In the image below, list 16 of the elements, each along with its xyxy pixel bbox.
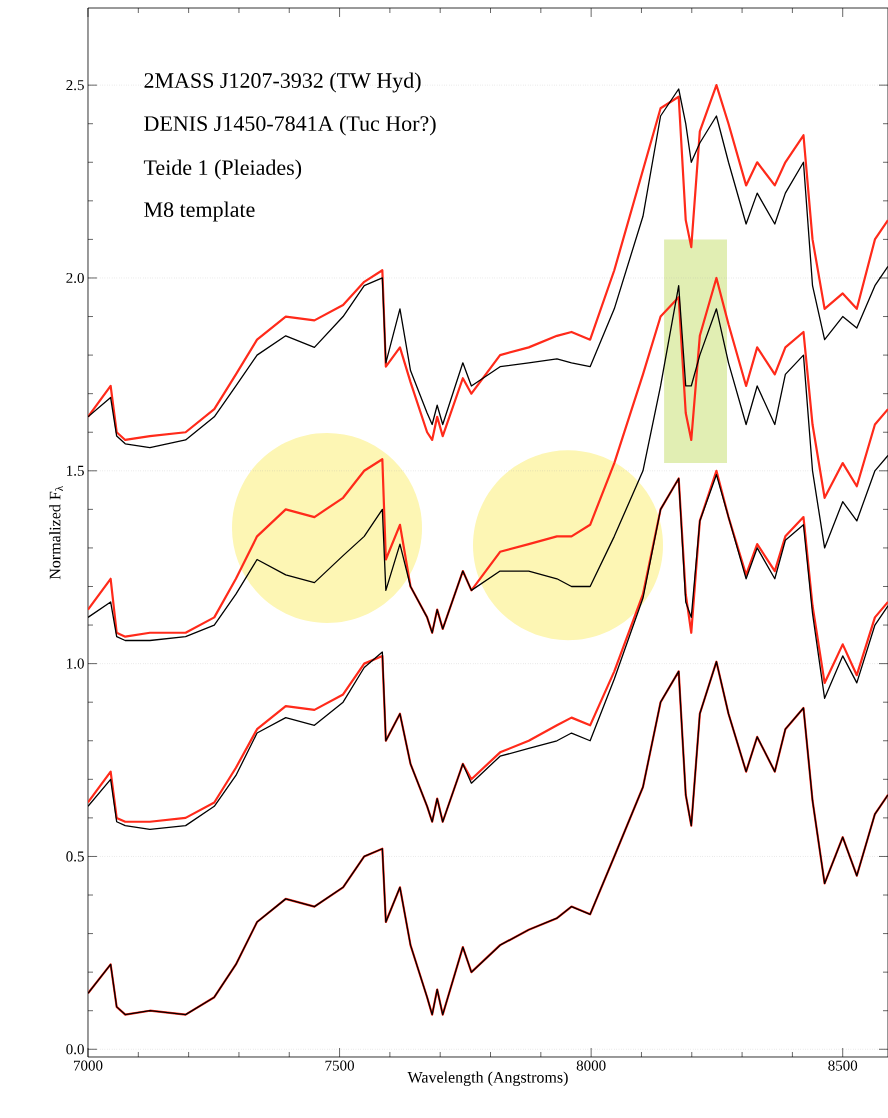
x-tick-label: 7500 — [325, 1060, 354, 1071]
y-tick-label: 2.0 — [66, 272, 84, 284]
y-tick-label: 1.5 — [66, 465, 84, 476]
x-tick-label: 8500 — [828, 1060, 857, 1071]
x-tick-label: 8000 — [576, 1060, 606, 1071]
y-tick-label: 0.0 — [66, 1044, 84, 1055]
annotation: 2MASS J1207-3932 (TW Hyd) — [144, 72, 421, 93]
annotation: DENIS J1450-7841A (Tuc Hor?) — [143, 115, 436, 136]
y-tick-label: 1.0 — [66, 658, 84, 669]
x-axis-title: Wavelength (Angstroms) — [407, 1071, 568, 1087]
annotation: M8 template — [143, 201, 255, 222]
x-tick-label: 7000 — [73, 1060, 103, 1071]
y-tick-label: 0.5 — [66, 851, 84, 862]
y-tick-label: 2.5 — [66, 80, 84, 91]
y-axis-title: Normalized F$_{λ}$ — [49, 485, 63, 580]
annotation: Teide 1 (Pleiades) — [143, 159, 301, 180]
